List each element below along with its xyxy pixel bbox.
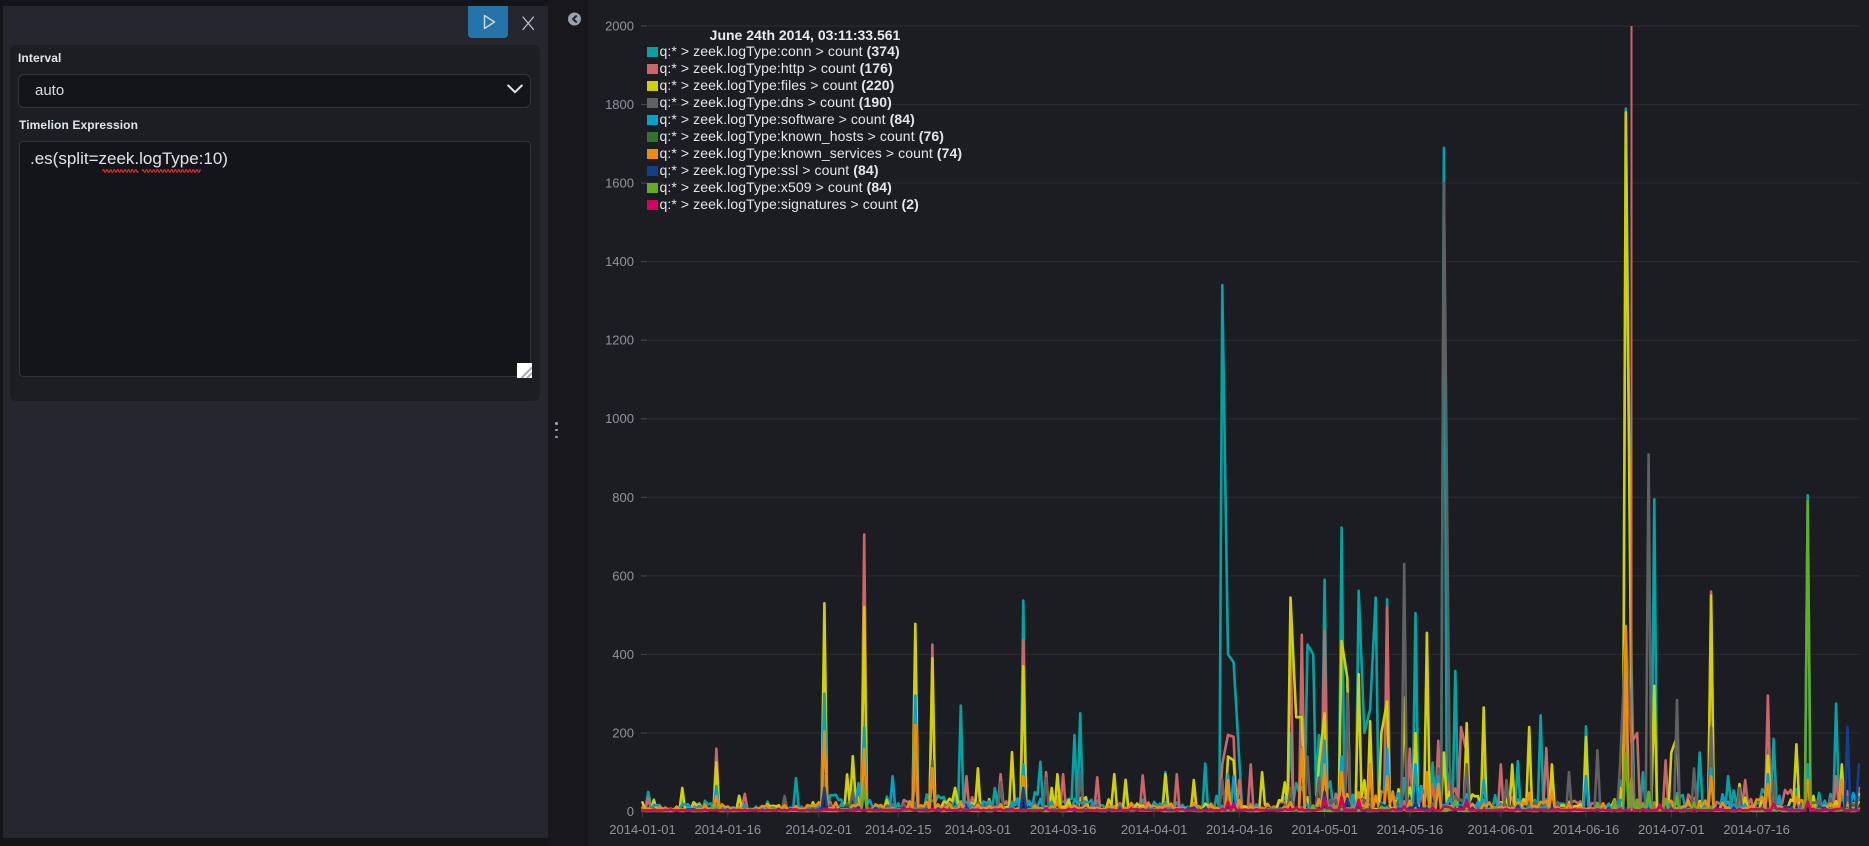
svg-text:2014-03-16: 2014-03-16	[1030, 822, 1097, 837]
svg-text:2014-01-16: 2014-01-16	[695, 822, 762, 837]
svg-text:2014-05-16: 2014-05-16	[1377, 822, 1444, 837]
svg-text:2014-03-01: 2014-03-01	[945, 822, 1012, 837]
svg-text:2014-01-01: 2014-01-01	[609, 822, 676, 837]
svg-text:2014-07-01: 2014-07-01	[1638, 822, 1705, 837]
svg-text:800: 800	[612, 490, 634, 505]
svg-text:2014-06-16: 2014-06-16	[1553, 822, 1620, 837]
svg-text:1400: 1400	[605, 254, 634, 269]
svg-text:2014-06-01: 2014-06-01	[1468, 822, 1535, 837]
svg-text:1800: 1800	[605, 97, 634, 112]
svg-text:1000: 1000	[605, 411, 634, 426]
svg-text:2014-02-01: 2014-02-01	[785, 822, 852, 837]
svg-text:2000: 2000	[605, 19, 634, 34]
svg-text:600: 600	[612, 568, 634, 583]
svg-text:200: 200	[612, 726, 634, 741]
svg-text:2014-04-01: 2014-04-01	[1121, 822, 1188, 837]
svg-text:2014-04-16: 2014-04-16	[1206, 822, 1273, 837]
svg-text:0: 0	[627, 804, 634, 819]
svg-text:1200: 1200	[605, 333, 634, 348]
svg-text:2014-02-15: 2014-02-15	[865, 822, 932, 837]
svg-text:2014-07-16: 2014-07-16	[1723, 822, 1790, 837]
svg-text:1600: 1600	[605, 176, 634, 191]
svg-text:400: 400	[612, 647, 634, 662]
svg-text:2014-05-01: 2014-05-01	[1291, 822, 1358, 837]
